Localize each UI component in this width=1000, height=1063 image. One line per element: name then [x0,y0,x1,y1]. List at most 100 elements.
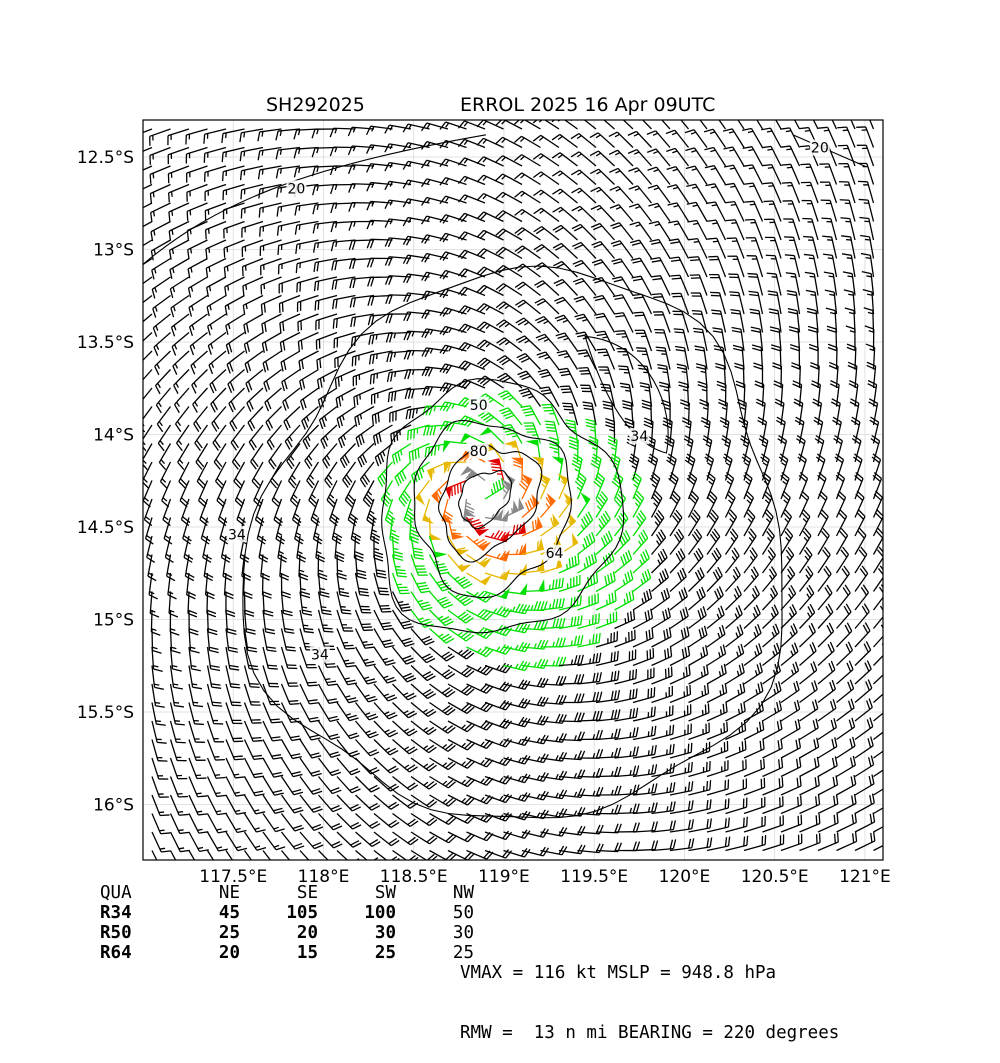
wind-barb [300,777,322,795]
wind-barb [263,832,285,850]
wind-barb [208,647,220,670]
wind-barb [705,184,725,203]
wind-barb [370,370,392,385]
wind-barb [333,296,356,310]
wind-barb [430,610,454,626]
wind-barb [726,644,744,666]
wind-barb [723,129,744,148]
r64-sw: 25 [318,943,396,963]
wind-barb [744,720,764,739]
wind-barb [801,182,818,203]
wind-barb [670,685,690,703]
lon-tick-label: 121°E [839,867,891,887]
wind-barb [187,222,207,240]
wind-barb [837,699,855,721]
wind-barb [189,814,208,834]
wind-barb [424,425,448,436]
wind-barb [517,354,541,370]
wind-barb [245,351,263,373]
wind-barb [485,606,512,617]
wind-barb [300,370,319,391]
wind-barb [430,518,440,540]
wind-barb [152,277,170,298]
wind-barb [244,333,263,354]
wind-barb [187,203,207,221]
wind-barb [206,259,226,278]
wind-barb [444,441,467,450]
wind-barb [300,758,322,776]
wind-barb [781,815,802,832]
latitude-ticks: 12.5°S13°S13.5°S14°S14.5°S15°S15.5°S16°S [77,148,134,816]
wind-barb [319,740,341,758]
wind-barb [244,314,263,334]
wind-barb [208,333,226,355]
wind-barb [707,645,726,666]
wind-barb [226,832,247,851]
wind-barb [349,222,374,231]
wind-barb [725,202,744,222]
wind-barb [393,592,412,612]
wind-barb [539,387,559,406]
wind-barb [648,167,670,184]
wind-barb [169,203,189,221]
wind-barb [300,795,323,812]
wind-barb [189,277,208,297]
wind-barb [708,256,725,277]
wind-barb [818,718,836,739]
lat-tick-label: 13.5°S [77,333,134,353]
wind-barb [837,737,855,758]
wind-barb [745,220,762,240]
wind-barb [614,313,633,333]
wind-barb [612,277,633,296]
wind-barb [780,110,800,129]
wind-barb [648,203,670,221]
wind-barb [245,758,264,778]
wind-barb [335,370,355,388]
wind-barb [701,418,710,444]
wind-barb [131,129,152,146]
wind-barb [781,700,800,721]
header-se: SE [240,883,318,903]
wind-barb [282,851,305,868]
contour-label: 50 [470,398,488,414]
wind-barb [781,757,801,776]
wind-barb [575,314,596,332]
wind-barb [669,239,689,258]
wind-barb [652,569,669,592]
wind-barb [761,128,781,147]
contour-label: 20 [811,141,829,157]
wind-barb [226,740,244,760]
table-row-r34: R34 45 105 100 50 [100,903,474,923]
wind-barb [670,607,688,628]
wind-barb [668,221,688,240]
header-qua: QUA [100,883,162,903]
wind-barb [263,629,276,652]
wind-barb [720,417,729,443]
wind-barb [370,518,379,544]
wind-barb [633,550,649,573]
wind-barb [837,775,856,795]
wind-barb [224,240,244,258]
wind-barb [282,758,303,777]
wind-barb [300,740,321,759]
wind-barb [633,569,651,591]
wind-barb [726,625,743,647]
wind-barb [264,370,282,392]
wind-barb [243,259,263,277]
wind-barb [208,832,228,851]
wind-barb [763,701,782,721]
wind-barb [262,314,282,333]
wind-barb [225,296,244,316]
wind-barb [724,165,744,184]
wind-barb [800,680,818,702]
wind-barb [781,146,800,166]
wind-barb [818,737,837,758]
wind-barb [245,832,266,850]
wind-barb [263,851,285,868]
wind-barb [295,222,318,235]
wind-barb [446,481,466,498]
wind-barb [189,758,206,779]
wind-barb [337,703,359,721]
wind-barb [689,665,709,684]
wind-barb [395,462,411,486]
